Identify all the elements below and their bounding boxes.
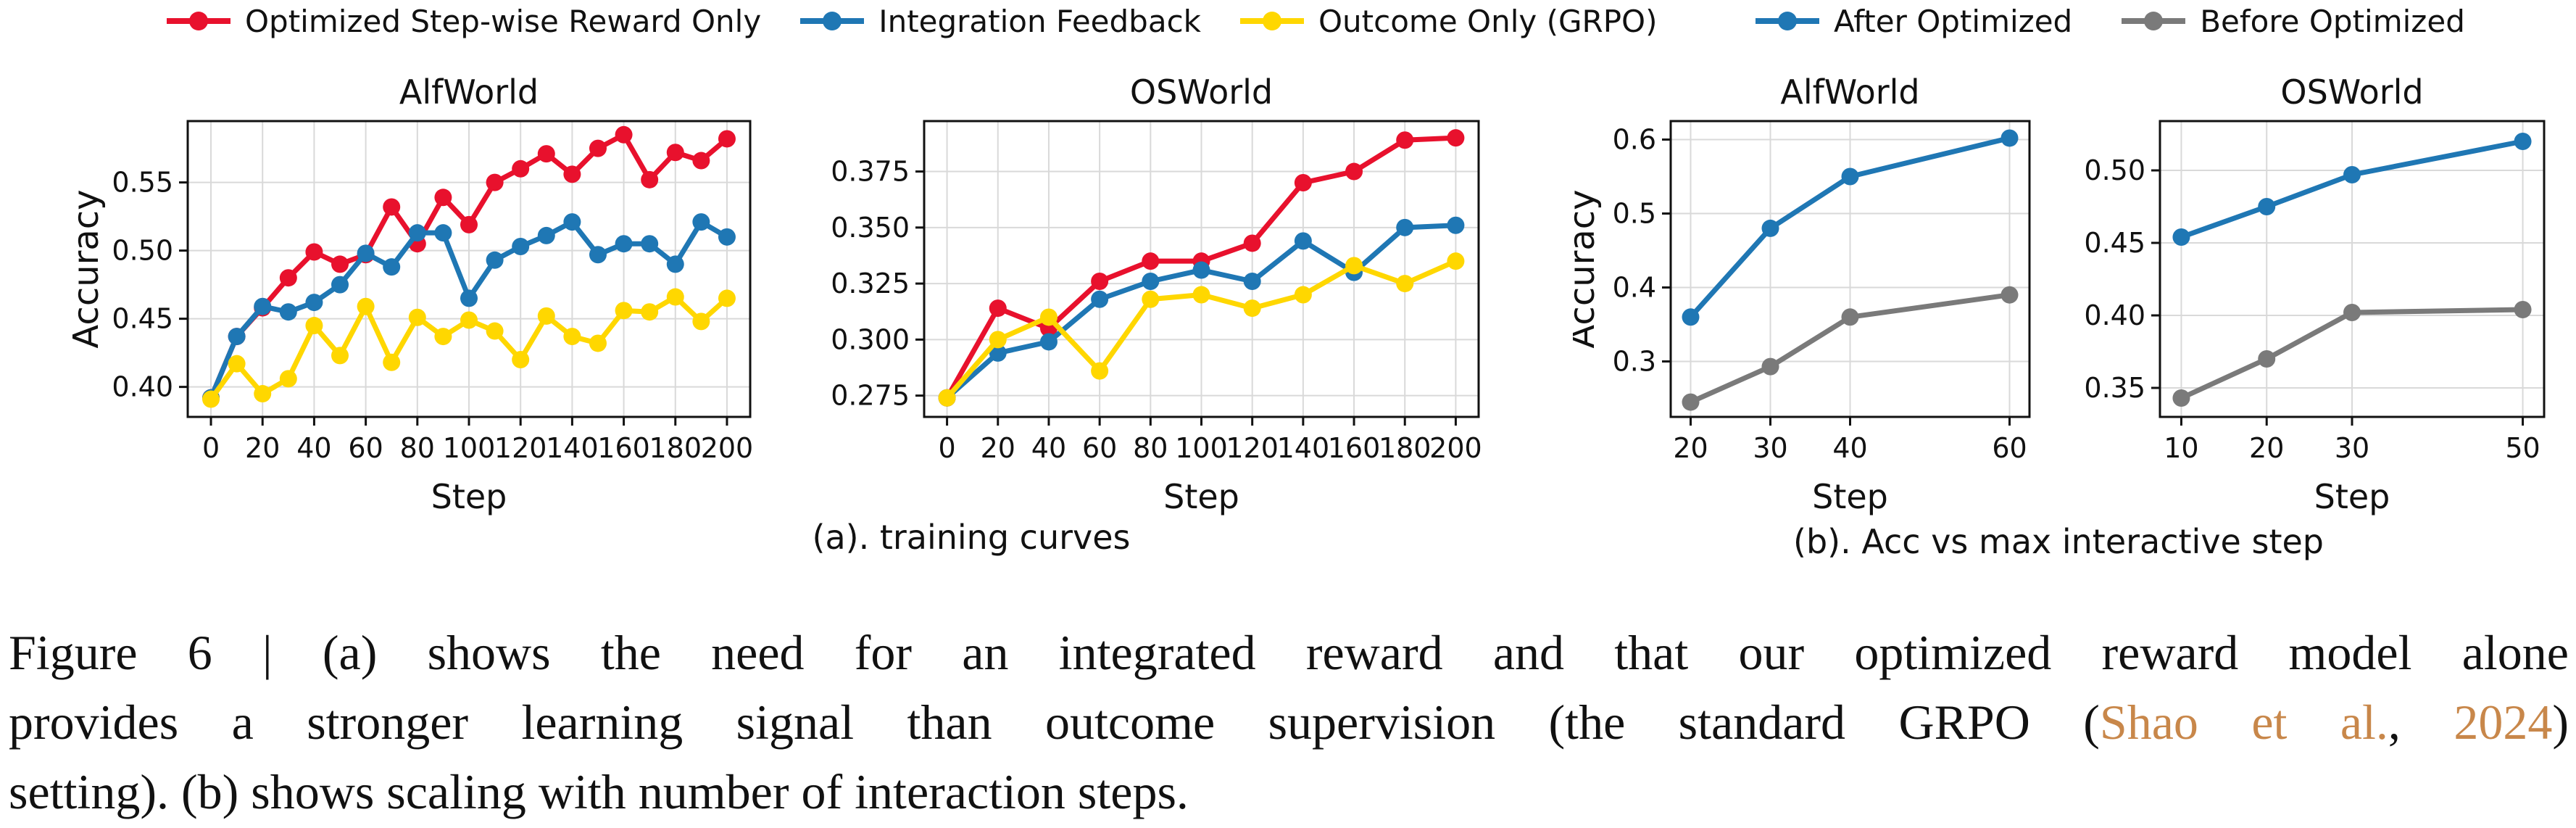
svg-text:30: 30 bbox=[2335, 432, 2369, 464]
svg-text:80: 80 bbox=[400, 432, 435, 464]
x-axis-label: Step bbox=[2314, 477, 2390, 516]
legend-item-label: Before Optimized bbox=[2200, 3, 2465, 39]
svg-text:160: 160 bbox=[597, 432, 650, 464]
chart-osworld-training-curves: 0 20 40 60 80 100 120 140 160 180 200 0.275 0.300 0.3… bbox=[805, 44, 1493, 554]
svg-text:200: 200 bbox=[701, 432, 754, 464]
legend-item: Integration Feedback bbox=[799, 4, 1201, 39]
svg-text:80: 80 bbox=[1133, 432, 1168, 464]
caption-line: Figure 6 | (a) shows the need for an int… bbox=[9, 618, 2569, 687]
svg-text:0.275: 0.275 bbox=[831, 380, 910, 412]
figure-caption: Figure 6 | (a) shows the need for an int… bbox=[9, 618, 2569, 827]
chart-svg: 10 20 30 50 0.35 0.40 0.45 0.50 OSWorld Step bbox=[2084, 73, 2546, 516]
line-marker-icon bbox=[1239, 12, 1304, 30]
caption-line: setting). (b) shows scaling with number … bbox=[9, 757, 2569, 827]
svg-text:30: 30 bbox=[1753, 432, 1787, 464]
svg-text:160: 160 bbox=[1328, 432, 1381, 464]
svg-text:20: 20 bbox=[1673, 432, 1708, 464]
svg-text:60: 60 bbox=[1082, 432, 1117, 464]
chart-title: AlfWorld bbox=[399, 73, 539, 112]
caption-text: ) bbox=[2552, 695, 2569, 750]
svg-text:0.325: 0.325 bbox=[831, 268, 910, 299]
svg-text:140: 140 bbox=[546, 432, 599, 464]
y-axis-label: Accuracy bbox=[1573, 189, 1603, 348]
svg-text:40: 40 bbox=[1832, 432, 1867, 464]
legend-training-curves: Optimized Step-wise Reward Only Integrati… bbox=[165, 0, 1657, 42]
svg-text:0.50: 0.50 bbox=[112, 235, 173, 267]
svg-text:0.6: 0.6 bbox=[1613, 124, 1656, 156]
caption-line: provides a stronger learning signal than… bbox=[9, 687, 2569, 757]
legend-item: Before Optimized bbox=[2120, 4, 2465, 39]
chart-svg: 20 30 40 60 0.3 0.4 0.5 0.6 AlfWorld Step Accuracy bbox=[1562, 73, 2031, 516]
chart-title: AlfWorld bbox=[1780, 73, 1919, 112]
x-axis-label: Step bbox=[1163, 477, 1239, 516]
citation-link[interactable]: Shao et al. bbox=[2099, 695, 2388, 750]
svg-text:140: 140 bbox=[1277, 432, 1330, 464]
legend-item-label: Integration Feedback bbox=[878, 3, 1201, 39]
chart-alfworld-training-curves: 0 20 40 60 80 100 120 140 160 180 200 0.40 0.45 0.50 0… bbox=[66, 44, 790, 554]
svg-text:0: 0 bbox=[938, 432, 955, 464]
chart-alfworld-acc-vs-step: 20 30 40 60 0.3 0.4 0.5 0.6 AlfWorld Step Accuracy bbox=[1562, 44, 2040, 554]
svg-text:0.350: 0.350 bbox=[831, 212, 910, 244]
line-marker-icon bbox=[1756, 12, 1819, 30]
svg-text:0.50: 0.50 bbox=[2084, 154, 2145, 186]
svg-text:0.55: 0.55 bbox=[112, 167, 173, 199]
x-axis-label: Step bbox=[1812, 477, 1888, 516]
svg-text:100: 100 bbox=[443, 432, 496, 464]
caption-text: setting). (b) shows scaling with number … bbox=[9, 764, 1189, 819]
svg-text:180: 180 bbox=[649, 432, 702, 464]
y-axis-label: Accuracy bbox=[72, 189, 107, 348]
svg-text:20: 20 bbox=[981, 432, 1015, 464]
svg-text:0.45: 0.45 bbox=[2084, 227, 2145, 259]
svg-text:10: 10 bbox=[2164, 432, 2198, 464]
legend-item: Optimized Step-wise Reward Only bbox=[165, 4, 761, 39]
svg-text:0.5: 0.5 bbox=[1613, 198, 1656, 230]
caption-text: provides a stronger learning signal than… bbox=[9, 695, 2100, 750]
svg-text:0.4: 0.4 bbox=[1613, 272, 1656, 304]
line-marker-icon bbox=[167, 12, 230, 30]
line-marker-icon bbox=[800, 12, 865, 30]
legend-item: After Optimized bbox=[1754, 4, 2072, 39]
caption-text: Figure 6 | (a) shows the need for an int… bbox=[9, 625, 2569, 680]
svg-text:20: 20 bbox=[245, 432, 280, 464]
chart-title: OSWorld bbox=[1130, 73, 1273, 112]
legend-item-label: Outcome Only (GRPO) bbox=[1318, 3, 1658, 39]
svg-text:180: 180 bbox=[1379, 432, 1432, 464]
svg-text:60: 60 bbox=[1992, 432, 2027, 464]
svg-text:200: 200 bbox=[1429, 432, 1482, 464]
svg-text:0.35: 0.35 bbox=[2084, 372, 2145, 404]
chart-title: OSWorld bbox=[2280, 73, 2423, 112]
legend-item-label: Optimized Step-wise Reward Only bbox=[245, 3, 762, 39]
svg-text:60: 60 bbox=[348, 432, 383, 464]
citation-link[interactable]: 2024 bbox=[2454, 695, 2553, 750]
svg-text:120: 120 bbox=[494, 432, 547, 464]
caption-text: , bbox=[2388, 695, 2454, 750]
svg-text:40: 40 bbox=[1031, 432, 1066, 464]
svg-text:50: 50 bbox=[2505, 432, 2540, 464]
subcaption-a: (a). training curves bbox=[812, 518, 1131, 557]
svg-text:0.40: 0.40 bbox=[2084, 299, 2145, 331]
svg-text:0.40: 0.40 bbox=[112, 371, 173, 403]
svg-text:100: 100 bbox=[1175, 432, 1228, 464]
svg-text:0.375: 0.375 bbox=[831, 156, 910, 188]
svg-text:0.300: 0.300 bbox=[831, 323, 910, 355]
svg-text:40: 40 bbox=[296, 432, 331, 464]
x-axis-label: Step bbox=[431, 477, 507, 516]
svg-text:0: 0 bbox=[202, 432, 220, 464]
svg-text:0.45: 0.45 bbox=[112, 303, 173, 335]
svg-text:20: 20 bbox=[2249, 432, 2284, 464]
svg-text:120: 120 bbox=[1226, 432, 1279, 464]
subcaption-b: (b). Acc vs max interactive step bbox=[1793, 522, 2324, 561]
svg-text:0.3: 0.3 bbox=[1613, 346, 1656, 378]
chart-osworld-acc-vs-step: 10 20 30 50 0.35 0.40 0.45 0.50 OSWorld Step bbox=[2058, 44, 2551, 554]
legend-item-label: After Optimized bbox=[1834, 3, 2073, 39]
legend-item: Outcome Only (GRPO) bbox=[1239, 4, 1657, 39]
legend-interactive-step: After Optimized Before Optimized bbox=[1754, 0, 2465, 42]
line-marker-icon bbox=[2122, 12, 2186, 30]
